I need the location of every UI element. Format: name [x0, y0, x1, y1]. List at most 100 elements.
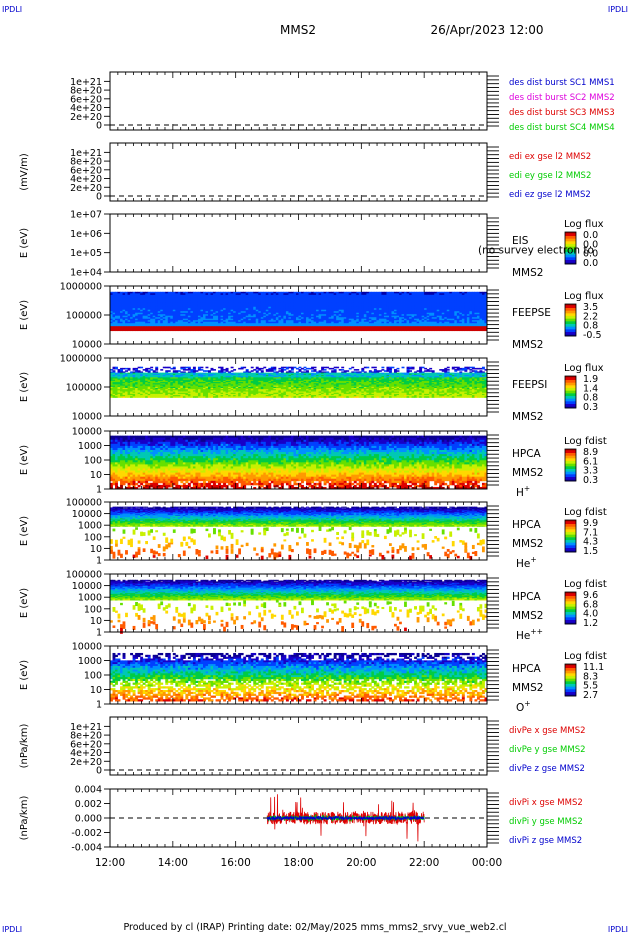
heatmap-cell: [359, 329, 362, 331]
heatmap-cell: [175, 329, 178, 331]
heatmap-cell: [291, 329, 294, 331]
colorbar-tick-label: -0.5: [583, 330, 602, 341]
heatmap-cell: [150, 369, 153, 371]
heatmap-cell: [150, 396, 153, 398]
heatmap-cell: [233, 329, 236, 331]
heatmap-cell: [120, 396, 123, 398]
heatmap-cell: [140, 367, 143, 369]
heatmap-cell: [163, 329, 166, 331]
heatmap-cell: [216, 329, 219, 331]
heatmap-cell: [143, 396, 146, 398]
heatmap-cell: [148, 396, 151, 398]
panel-feeps-e: Log flux3.52.20.8-0.5FEEPSEMMS2100000010…: [19, 282, 604, 352]
heatmap-cell: [236, 329, 239, 331]
heatmap-cell: [404, 329, 407, 331]
heatmap-cell: [130, 396, 133, 398]
heatmap-cell: [412, 329, 415, 331]
heatmap-cell: [336, 329, 339, 331]
heatmap-cell: [306, 329, 309, 331]
heatmap-cell: [472, 329, 475, 331]
heatmap-cell: [243, 329, 246, 331]
heatmap-cell: [213, 329, 216, 331]
legend-entry: edi ex gse l2 MMS2: [509, 152, 591, 162]
heatmap-cell: [143, 369, 146, 371]
heatmap-cell: [150, 367, 153, 369]
heatmap-cell: [133, 369, 136, 371]
heatmap-cell: [185, 329, 188, 331]
heatmap-cell: [128, 329, 131, 331]
heatmap-cell: [135, 329, 138, 331]
heatmap-cell: [145, 370, 148, 372]
heatmap-cell: [482, 329, 485, 331]
heatmap-cell: [381, 329, 384, 331]
heatmap-cell: [374, 329, 377, 331]
heatmap-cell: [163, 396, 166, 398]
heatmap-cell: [221, 329, 224, 331]
heatmap-cell: [356, 329, 359, 331]
heatmap-cell: [394, 329, 397, 331]
heatmap-cell: [115, 396, 118, 398]
heatmap-cell: [402, 329, 405, 331]
colorbar-title: Log flux: [564, 291, 604, 302]
heatmap-cell: [349, 329, 352, 331]
spacecraft-label: MMS2: [512, 267, 543, 279]
heatmap-cell: [155, 329, 158, 331]
heatmap-cell: [138, 367, 141, 369]
heatmap-cell: [469, 329, 472, 331]
heatmap-cell: [391, 329, 394, 331]
heatmap-cell: [195, 329, 198, 331]
heatmap-cell: [170, 329, 173, 331]
y-tick-label: 1e+06: [70, 229, 102, 240]
heatmap-cell: [253, 329, 256, 331]
heatmap-cell: [130, 329, 133, 331]
heatmap-cell: [180, 329, 183, 331]
heatmap-cell: [123, 368, 126, 370]
panel-feeps-i: Log flux1.91.40.80.3FEEPSIMMS21000000100…: [19, 354, 604, 424]
heatmap-cell: [462, 329, 465, 331]
heatmap-cell: [439, 329, 442, 331]
heatmap-cell: [168, 329, 171, 331]
heatmap-cell: [223, 329, 226, 331]
heatmap-cell: [125, 370, 128, 372]
heatmap-cell: [437, 329, 440, 331]
heatmap-cell: [140, 396, 143, 398]
heatmap-cell: [263, 329, 266, 331]
heatmap-cell: [178, 329, 181, 331]
heatmap-cell: [301, 329, 304, 331]
heatmap-cell: [346, 329, 349, 331]
heatmap-cell: [361, 329, 364, 331]
heatmap-cell: [133, 396, 136, 398]
heatmap-cell: [369, 329, 372, 331]
heatmap-cell: [153, 329, 156, 331]
heatmap-cell: [138, 396, 141, 398]
heatmap-cell: [153, 396, 156, 398]
heatmap-cell: [125, 396, 128, 398]
y-tick-label: 0: [96, 192, 102, 203]
heatmap-cell: [364, 329, 367, 331]
y-axis-label: E (eV): [19, 300, 30, 330]
heatmap-cell: [125, 368, 128, 370]
heatmap-cell: [173, 329, 176, 331]
heatmap-cell: [444, 329, 447, 331]
heatmap-cell: [113, 368, 116, 370]
heatmap-cell: [228, 329, 231, 331]
legend-entry: des dist burst SC1 MMS1: [509, 78, 615, 88]
heatmap-cell: [150, 329, 153, 331]
heatmap-cell: [238, 329, 241, 331]
heatmap-cell: [339, 329, 342, 331]
heatmap-cell: [479, 329, 482, 331]
heatmap-cell: [449, 329, 452, 331]
heatmap-cell: [145, 396, 148, 398]
heatmap-cell: [248, 329, 251, 331]
heatmap-cell: [457, 329, 460, 331]
heatmap-cell: [143, 329, 146, 331]
heatmap-cell: [278, 329, 281, 331]
legend-entry: edi ez gse l2 MMS2: [509, 190, 591, 200]
heatmap-cell: [123, 329, 126, 331]
heatmap-cell: [309, 329, 312, 331]
heatmap-cell: [467, 329, 470, 331]
heatmap-cell: [158, 329, 161, 331]
heatmap-cell: [379, 329, 382, 331]
y-axis-label: (mV/m): [19, 153, 30, 191]
